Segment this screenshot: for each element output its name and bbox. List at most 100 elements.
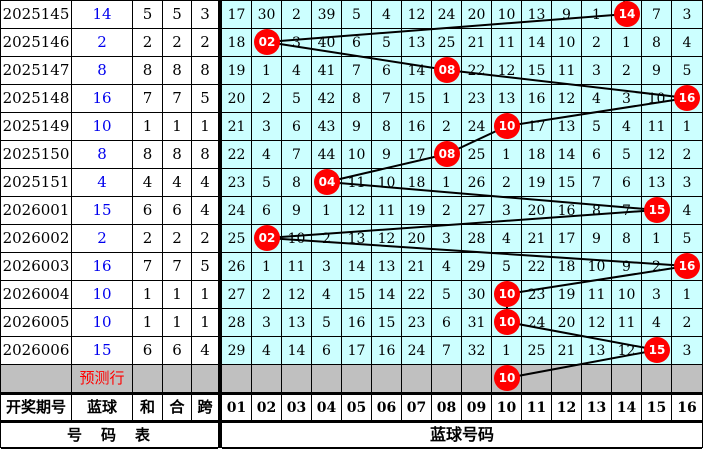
blue-ball-value-cell: 10 (72, 113, 133, 141)
period-cell: 2025145 (1, 1, 72, 29)
miss-count-cell (492, 113, 522, 141)
sum-cell: 8 (133, 141, 163, 169)
miss-count-cell: 5 (312, 309, 342, 337)
period-cell: 2025148 (1, 85, 72, 113)
miss-count-cell: 9 (642, 57, 672, 85)
sum-cell: 7 (133, 253, 163, 281)
miss-count-cell: 30 (462, 281, 492, 309)
miss-count-cell: 9 (282, 197, 312, 225)
miss-count-cell: 10 (582, 253, 612, 281)
miss-count-cell: 12 (402, 1, 432, 29)
miss-count-cell: 7 (342, 57, 372, 85)
miss-count-cell: 30 (252, 1, 282, 29)
miss-count-cell: 19 (552, 281, 582, 309)
header-hezhi: 合 (163, 393, 192, 421)
span-cell: 5 (192, 85, 218, 113)
miss-count-cell: 13 (522, 1, 552, 29)
miss-count-cell: 6 (282, 113, 312, 141)
miss-count-cell: 5 (672, 57, 702, 85)
miss-count-cell: 2 (672, 309, 702, 337)
miss-count-cell: 3 (252, 309, 282, 337)
miss-count-cell: 20 (402, 225, 432, 253)
miss-count-cell: 1 (432, 169, 462, 197)
blue-ball-value-cell: 10 (72, 309, 133, 337)
miss-count-cell: 10 (552, 29, 582, 57)
miss-count-cell: 14 (552, 141, 582, 169)
miss-count-cell: 19 (522, 169, 552, 197)
prediction-grid-cell (342, 365, 372, 393)
miss-count-cell: 14 (402, 57, 432, 85)
miss-count-cell: 7 (372, 85, 402, 113)
sum-cell: 5 (133, 1, 163, 29)
prediction-grid-cell (522, 365, 552, 393)
miss-count-cell (672, 85, 702, 113)
miss-count-cell: 12 (492, 57, 522, 85)
grid-header-cell: 14 (612, 393, 642, 421)
miss-count-cell: 1 (642, 225, 672, 253)
miss-count-cell: 3 (672, 169, 702, 197)
span-cell: 2 (192, 225, 218, 253)
miss-count-cell: 5 (492, 253, 522, 281)
miss-count-cell: 4 (612, 113, 642, 141)
miss-count-cell: 22 (462, 57, 492, 85)
miss-count-cell: 8 (342, 85, 372, 113)
miss-count-cell: 6 (312, 337, 342, 365)
span-cell: 2 (192, 29, 218, 57)
grid-header-cell: 03 (282, 393, 312, 421)
prediction-grid-cell (462, 365, 492, 393)
header-sum: 和 (133, 393, 163, 421)
grid-header-cell: 11 (522, 393, 552, 421)
miss-count-cell (642, 337, 672, 365)
period-cell: 2025147 (1, 57, 72, 85)
grid-header-cell: 02 (252, 393, 282, 421)
period-cell: 2026004 (1, 281, 72, 309)
miss-count-cell: 21 (402, 253, 432, 281)
hezhi-cell: 1 (163, 281, 192, 309)
miss-count-cell: 4 (312, 281, 342, 309)
miss-count-cell: 13 (582, 337, 612, 365)
prediction-grid-cell (642, 365, 672, 393)
miss-count-cell: 13 (642, 169, 672, 197)
sum-cell: 1 (133, 309, 163, 337)
miss-count-cell: 3 (492, 197, 522, 225)
period-cell: 2026001 (1, 197, 72, 225)
header-period: 开奖期号 (1, 393, 72, 421)
miss-count-cell: 8 (372, 113, 402, 141)
miss-count-cell: 1 (492, 337, 522, 365)
miss-count-cell: 18 (552, 253, 582, 281)
miss-count-cell: 4 (492, 225, 522, 253)
miss-count-cell (492, 281, 522, 309)
miss-count-cell: 21 (222, 113, 252, 141)
miss-count-cell: 26 (462, 169, 492, 197)
miss-count-cell: 25 (462, 141, 492, 169)
miss-count-cell: 2 (252, 85, 282, 113)
miss-count-cell: 2 (642, 253, 672, 281)
miss-count-cell: 13 (492, 85, 522, 113)
span-cell: 1 (192, 309, 218, 337)
grid-header-cell: 13 (582, 393, 612, 421)
blue-ball-value-cell: 15 (72, 197, 133, 225)
prediction-grid-cell (282, 365, 312, 393)
miss-count-cell: 23 (462, 85, 492, 113)
miss-count-cell: 7 (432, 337, 462, 365)
miss-count-cell: 17 (342, 337, 372, 365)
miss-count-cell: 4 (642, 309, 672, 337)
hezhi-cell: 4 (163, 169, 192, 197)
sum-cell: 1 (133, 113, 163, 141)
miss-count-cell: 19 (402, 197, 432, 225)
miss-count-cell: 16 (522, 85, 552, 113)
miss-count-cell: 14 (372, 281, 402, 309)
miss-count-cell: 21 (462, 29, 492, 57)
period-cell: 2026005 (1, 309, 72, 337)
grid-footer-label: 蓝球号码 (222, 421, 702, 449)
miss-count-cell: 42 (312, 85, 342, 113)
miss-count-cell: 8 (582, 197, 612, 225)
hezhi-cell: 2 (163, 29, 192, 57)
miss-count-cell: 17 (552, 225, 582, 253)
miss-count-cell: 4 (372, 1, 402, 29)
miss-count-cell: 10 (492, 1, 522, 29)
hezhi-cell: 1 (163, 113, 192, 141)
hezhi-cell: 7 (163, 85, 192, 113)
period-cell: 2026006 (1, 337, 72, 365)
sum-cell: 8 (133, 57, 163, 85)
